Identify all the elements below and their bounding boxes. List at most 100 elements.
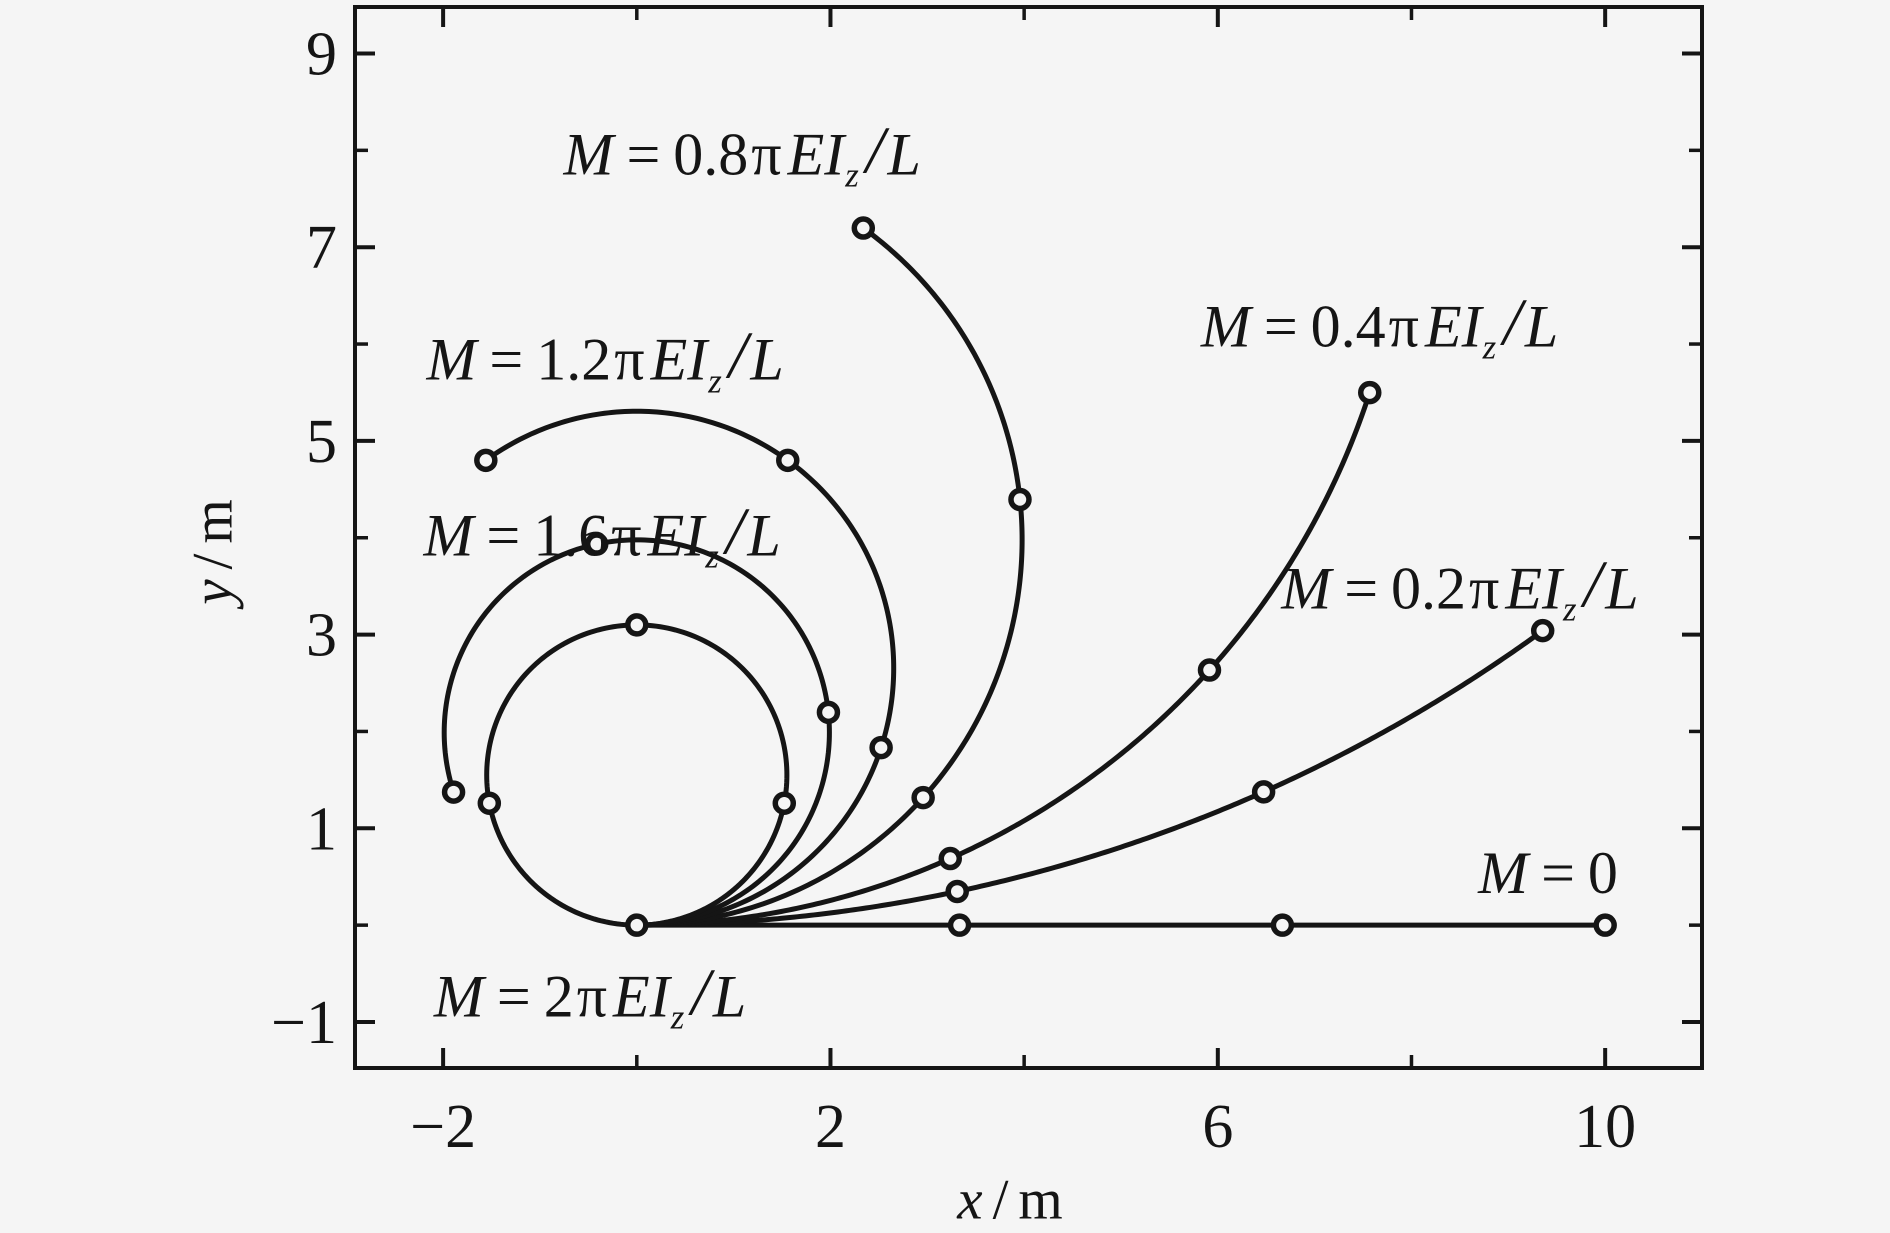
data-marker-k0.4: [1358, 380, 1382, 405]
length-symbol: L: [1524, 293, 1559, 360]
pi-symbol: π: [751, 121, 782, 188]
plot-border: [353, 5, 1704, 1070]
data-marker-k1.2: [776, 448, 800, 473]
series-label-k1.2: M = 1.2π EIz/L: [426, 322, 784, 401]
equals-sign: =: [1344, 555, 1379, 622]
data-marker-k0.2: [1530, 618, 1555, 643]
series-label-k0: M = 0: [1478, 843, 1618, 903]
moment-coefficient: 0.4: [1310, 293, 1386, 360]
x-tick-label: 10: [1574, 1093, 1636, 1161]
y-tick-label: 9: [306, 20, 337, 88]
length-symbol: L: [750, 326, 784, 393]
moment-coefficient: 0.2: [1391, 555, 1467, 622]
divide-slash: /: [1503, 284, 1522, 360]
data-marker-k0.8: [911, 785, 935, 810]
y-axis-unit: m: [181, 499, 245, 544]
x-tick-label: −2: [410, 1093, 476, 1161]
data-marker-k0.8: [1008, 487, 1032, 512]
z-subscript: z: [670, 997, 685, 1037]
moment-symbol: M: [1200, 293, 1251, 360]
y-tick-label: 5: [306, 408, 337, 476]
data-marker-k0.8: [851, 216, 876, 240]
equals-sign: =: [496, 963, 531, 1030]
divide-slash: /: [865, 112, 885, 188]
moment-coefficient: 0: [1587, 839, 1618, 906]
x-tick-label: 2: [815, 1093, 846, 1161]
equals-sign: =: [489, 326, 524, 393]
x-tick-label: 6: [1202, 1093, 1233, 1161]
moment-coefficient: 0.8: [673, 121, 749, 188]
series-label-k0.4: M = 0.4π EIz/L: [1200, 288, 1559, 367]
moment-symbol: M: [433, 963, 484, 1030]
data-marker-k2: [625, 613, 649, 637]
y-tick-label: 7: [306, 214, 337, 282]
moment-symbol: M: [1478, 839, 1529, 906]
deflection-curve-k0.8: [634, 225, 1025, 928]
flexural-rigidity-symbol: EI: [787, 121, 845, 188]
deflection-curve-k1.2: [483, 408, 897, 928]
data-marker-k2: [625, 913, 649, 937]
divide-slash: /: [728, 317, 748, 393]
length-symbol: L: [887, 121, 921, 188]
y-tick-label: 3: [306, 602, 337, 670]
pi-symbol: π: [1469, 555, 1500, 622]
data-marker-k0.2: [945, 879, 969, 904]
series-label-k0.2: M = 0.2π EIz/L: [1281, 550, 1639, 629]
flexural-rigidity-symbol: EI: [1505, 555, 1562, 622]
data-marker-k0: [1593, 913, 1617, 937]
moment-symbol: M: [426, 326, 477, 393]
deflection-curve-k1.6: [441, 537, 832, 928]
flexural-rigidity-symbol: EI: [1424, 293, 1482, 360]
length-symbol: L: [712, 963, 747, 1030]
moment-coefficient: 1.2: [536, 326, 612, 393]
flexural-rigidity-symbol: EI: [650, 326, 708, 393]
pi-symbol: π: [614, 326, 645, 393]
moment-symbol: M: [1281, 555, 1332, 622]
moment-symbol: M: [423, 502, 474, 569]
deflection-curve-k0.4: [634, 390, 1373, 928]
data-marker-k1.2: [869, 735, 893, 760]
data-marker-k2: [772, 791, 797, 815]
series-label-k1.6: M = 1.6π EIz/L: [423, 497, 781, 574]
pi-symbol: π: [611, 502, 642, 569]
data-marker-k0: [1270, 913, 1295, 937]
pi-symbol: π: [576, 963, 608, 1030]
equals-sign: =: [1263, 293, 1298, 360]
y-tick-label: 1: [306, 795, 337, 863]
data-marker-k1.2: [474, 448, 498, 473]
y-axis-slash: /: [181, 553, 245, 570]
flexural-rigidity-symbol: EI: [647, 502, 705, 569]
deflection-curve-k2: [484, 622, 790, 928]
equals-sign: =: [486, 502, 521, 569]
x-axis-label: x / m: [957, 1172, 1063, 1229]
data-marker-k1.6: [584, 532, 609, 556]
z-subscript: z: [1482, 327, 1497, 367]
data-marker-k0: [947, 913, 972, 937]
moment-coefficient: 1.6: [533, 502, 609, 569]
x-axis-slash: /: [992, 1168, 1009, 1232]
data-marker-k0.4: [938, 846, 963, 871]
y-axis-label: y / m: [181, 499, 245, 605]
y-tick-label: −1: [271, 989, 337, 1057]
pi-symbol: π: [1388, 293, 1419, 360]
z-subscript: z: [1562, 589, 1577, 629]
divide-slash: /: [1583, 546, 1603, 622]
data-marker-k1.6: [816, 700, 841, 725]
data-marker-k2: [477, 791, 502, 815]
z-subscript: z: [708, 361, 722, 401]
series-label-k2: M = 2π EIz/L: [433, 958, 747, 1037]
series-label-k0.8: M = 0.8π EIz/L: [563, 117, 921, 195]
length-symbol: L: [747, 502, 781, 569]
z-subscript: z: [845, 155, 859, 195]
length-symbol: L: [1605, 555, 1639, 622]
moment-symbol: M: [563, 121, 614, 188]
equals-sign: =: [626, 121, 661, 188]
deflection-curve-k0.2: [634, 628, 1546, 928]
data-marker-k0.2: [1251, 780, 1276, 804]
moment-coefficient: 2: [543, 963, 574, 1030]
flexural-rigidity-symbol: EI: [613, 963, 670, 1030]
x-axis-variable: x: [957, 1168, 983, 1232]
equals-sign: =: [1541, 839, 1575, 906]
